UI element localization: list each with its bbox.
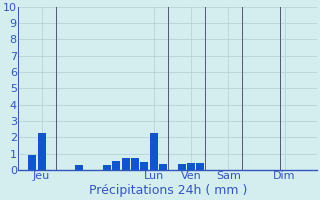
X-axis label: Précipitations 24h ( mm ): Précipitations 24h ( mm ) [89, 184, 247, 197]
Bar [122, 158, 130, 170]
Bar [28, 155, 36, 170]
Bar [112, 161, 120, 170]
Bar [178, 164, 186, 170]
Bar [140, 162, 148, 170]
Bar [196, 163, 204, 170]
Bar [131, 158, 139, 170]
Bar [150, 133, 158, 170]
Bar [75, 165, 83, 170]
Bar [187, 163, 195, 170]
Bar [103, 165, 111, 170]
Bar [37, 133, 45, 170]
Bar [159, 164, 167, 170]
